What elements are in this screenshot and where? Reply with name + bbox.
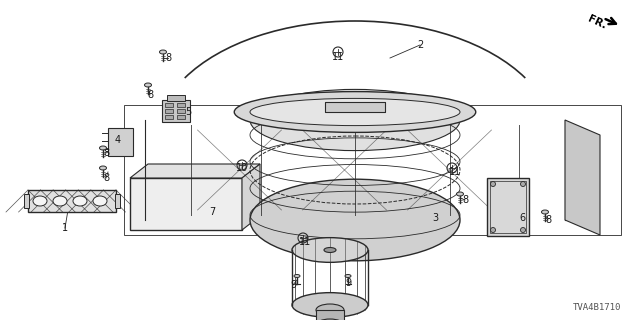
Ellipse shape <box>99 166 106 170</box>
Ellipse shape <box>250 89 460 151</box>
Bar <box>24 194 29 208</box>
Text: 10: 10 <box>236 163 248 173</box>
Polygon shape <box>242 164 260 230</box>
Ellipse shape <box>53 196 67 206</box>
Text: TVA4B1710: TVA4B1710 <box>573 303 621 313</box>
Text: 2: 2 <box>417 40 423 50</box>
Ellipse shape <box>73 196 87 206</box>
Circle shape <box>520 228 525 233</box>
Ellipse shape <box>145 83 152 87</box>
Bar <box>130 178 242 230</box>
Text: 8: 8 <box>147 90 153 100</box>
Ellipse shape <box>294 275 300 277</box>
Text: 11: 11 <box>299 237 311 247</box>
Ellipse shape <box>93 196 107 206</box>
Text: 8: 8 <box>165 53 171 63</box>
Text: 8: 8 <box>462 195 468 205</box>
Text: 9: 9 <box>345 278 351 288</box>
Polygon shape <box>565 120 600 235</box>
Ellipse shape <box>345 275 351 277</box>
Ellipse shape <box>159 50 166 54</box>
Circle shape <box>490 228 495 233</box>
Bar <box>177 103 185 107</box>
Ellipse shape <box>456 192 463 196</box>
Text: 4: 4 <box>115 135 121 145</box>
Ellipse shape <box>324 247 336 252</box>
Ellipse shape <box>316 304 344 316</box>
Bar <box>167 95 185 101</box>
Text: 8: 8 <box>103 173 109 183</box>
Text: 1: 1 <box>62 223 68 233</box>
Bar <box>490 181 526 233</box>
Circle shape <box>490 181 495 187</box>
Ellipse shape <box>292 293 368 317</box>
Ellipse shape <box>316 319 344 320</box>
Bar <box>177 109 185 113</box>
Bar <box>165 103 173 107</box>
Text: 8: 8 <box>545 215 551 225</box>
Circle shape <box>520 181 525 187</box>
Text: FR.: FR. <box>586 13 608 31</box>
Ellipse shape <box>292 238 368 262</box>
Ellipse shape <box>33 196 47 206</box>
Bar <box>325 102 385 112</box>
Bar <box>487 178 529 236</box>
Text: 5: 5 <box>185 107 191 117</box>
Bar <box>115 194 120 208</box>
Bar <box>124 105 621 235</box>
Text: 11: 11 <box>332 52 344 62</box>
Bar <box>165 115 173 119</box>
Ellipse shape <box>99 146 106 150</box>
Polygon shape <box>130 164 260 178</box>
Ellipse shape <box>541 210 548 214</box>
Text: 9: 9 <box>290 280 296 290</box>
Bar <box>162 100 190 122</box>
Text: 6: 6 <box>519 213 525 223</box>
Bar <box>316 310 344 320</box>
Ellipse shape <box>250 99 460 125</box>
Bar <box>177 115 185 119</box>
Ellipse shape <box>234 92 476 132</box>
Bar <box>28 190 116 212</box>
Bar <box>108 128 133 156</box>
Text: 7: 7 <box>209 207 215 217</box>
Text: 8: 8 <box>103 148 109 158</box>
Bar <box>165 109 173 113</box>
Ellipse shape <box>250 179 460 261</box>
Text: 11: 11 <box>449 167 461 177</box>
Text: 3: 3 <box>432 213 438 223</box>
